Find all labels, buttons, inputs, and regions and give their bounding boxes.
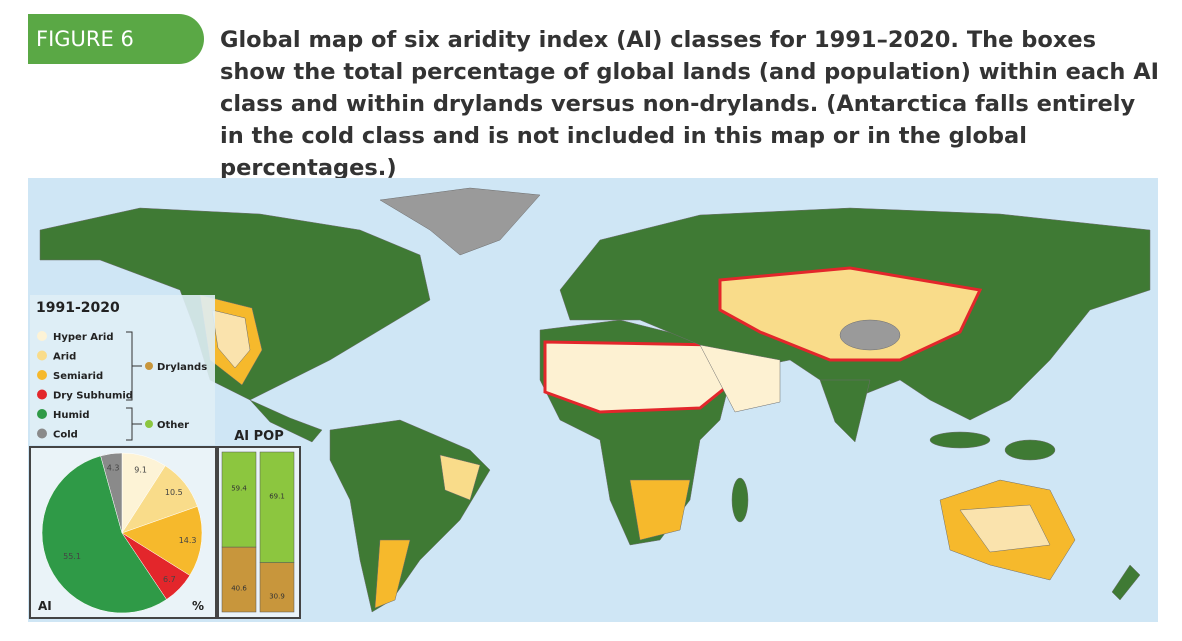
- legend-swatch: [37, 409, 47, 419]
- legend-bracket: [126, 331, 142, 441]
- legend-swatch: [145, 362, 153, 370]
- legend-swatch: [145, 420, 153, 428]
- legend-label: Drylands: [157, 362, 207, 373]
- bar-value-label: 40.6: [231, 585, 247, 593]
- pie-value-label: 55.1: [63, 552, 81, 561]
- pie-unit: %: [192, 599, 204, 613]
- legend-title: 1991-2020: [36, 300, 120, 316]
- legend-label: Cold: [53, 430, 78, 441]
- legend-label: Other: [157, 420, 189, 431]
- figure-caption: Global map of six aridity index (AI) cla…: [220, 27, 1160, 181]
- bar-segment: [259, 451, 295, 563]
- legend-box: [30, 295, 215, 445]
- legend-swatch: [37, 389, 47, 400]
- legend-label: Arid: [53, 352, 76, 363]
- pie-slice: [121, 506, 203, 576]
- pie-value-label: 9.1: [134, 466, 147, 475]
- legend-label: Dry Subhumid: [53, 391, 133, 402]
- bar-segment: [221, 451, 257, 548]
- bar-segment: [221, 546, 257, 613]
- legend-swatch: [37, 428, 47, 439]
- legend-label: Semiarid: [53, 371, 103, 382]
- legend-swatch: [37, 370, 47, 380]
- pie-slice: [41, 455, 167, 614]
- pie-value-label: 14.3: [179, 536, 197, 545]
- bar-segment: [259, 562, 295, 613]
- legend-swatch: [37, 350, 47, 361]
- pie-value-label: 10.5: [165, 488, 183, 497]
- bar-value-label: 30.9: [269, 592, 285, 600]
- legend-label: Humid: [53, 410, 90, 421]
- bar-value-label: 69.1: [269, 492, 285, 500]
- pie-value-label: 4.3: [107, 464, 120, 473]
- figure-tag: FIGURE 6: [28, 14, 204, 64]
- bar-value-label: 59.4: [231, 485, 247, 493]
- land: [39, 187, 1151, 613]
- pie-value-label: 6.7: [163, 575, 176, 584]
- legend-swatch: [37, 331, 47, 341]
- bar-title: AI POP: [234, 429, 284, 444]
- pie-slice: [100, 452, 123, 534]
- pie-label: AI: [38, 599, 52, 613]
- legend-label: Hyper Arid: [53, 332, 114, 343]
